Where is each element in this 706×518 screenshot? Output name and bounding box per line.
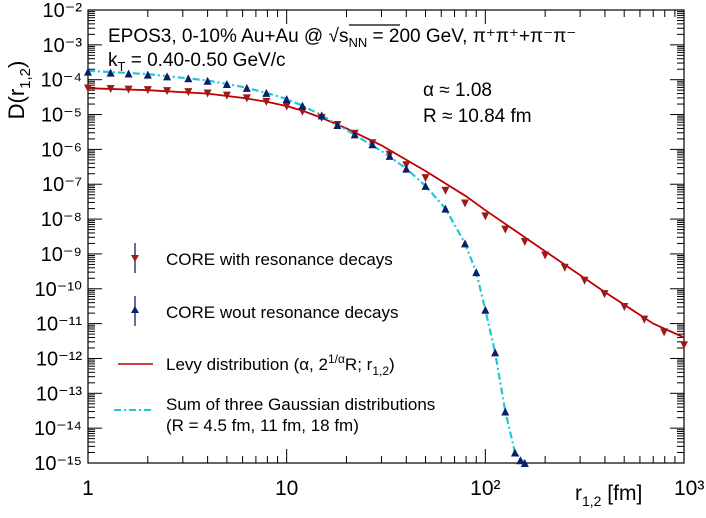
data-point-wout-decays bbox=[491, 348, 500, 357]
data-point-with-decays bbox=[298, 107, 307, 116]
data-point-wout-decays bbox=[472, 268, 481, 277]
data-point-wout-decays bbox=[184, 74, 193, 83]
y-tick-label: 10⁻⁴ bbox=[41, 70, 82, 92]
data-point-with-decays bbox=[262, 97, 271, 106]
plot-border bbox=[87, 9, 685, 464]
y-tick-label: 10⁻² bbox=[43, 0, 83, 22]
data-point-wout-decays bbox=[501, 407, 510, 416]
data-point-with-decays bbox=[560, 263, 569, 272]
data-point-with-decays bbox=[163, 87, 172, 96]
data-point-with-decays bbox=[184, 88, 193, 97]
svg-text:CORE wout resonance decays: CORE wout resonance decays bbox=[166, 303, 398, 322]
data-point-with-decays bbox=[84, 84, 92, 93]
data-point-wout-decays bbox=[282, 94, 291, 103]
data-point-with-decays bbox=[421, 174, 430, 183]
plot-frame bbox=[87, 9, 685, 464]
x-tick-label: 10³ bbox=[674, 477, 704, 500]
series-layer bbox=[84, 67, 688, 467]
data-point-wout-decays bbox=[317, 111, 326, 120]
fit-radius: R ≈ 10.84 fm bbox=[423, 106, 532, 127]
data-point-with-decays bbox=[541, 251, 550, 260]
data-point-wout-decays bbox=[510, 448, 519, 457]
legend-entry-wout-decays: CORE wout resonance decays bbox=[131, 296, 398, 326]
data-point-with-decays bbox=[441, 186, 450, 195]
data-point-with-decays bbox=[106, 85, 115, 94]
data-point-wout-decays bbox=[106, 68, 115, 77]
data-point-wout-decays bbox=[222, 80, 231, 89]
data-point-wout-decays bbox=[298, 101, 307, 110]
levy-fit-line bbox=[87, 87, 685, 339]
legend-entry-gaussian: Sum of three Gaussian distributions (R =… bbox=[114, 395, 435, 435]
data-point-wout-decays bbox=[520, 459, 529, 467]
legend-entry-with-decays: CORE with resonance decays bbox=[131, 243, 393, 273]
data-point-wout-decays bbox=[368, 140, 377, 149]
data-point-wout-decays bbox=[350, 130, 359, 139]
header-line-1: EPOS3, 0-10% Au+Au @ √sNN = 200 GeV, π⁺π… bbox=[108, 26, 576, 50]
data-point-wout-decays bbox=[402, 164, 411, 173]
y-tick-label: 10⁻⁹ bbox=[41, 244, 82, 266]
data-point-with-decays bbox=[460, 199, 469, 208]
data-point-with-decays bbox=[620, 302, 629, 311]
x-tick-label: 10² bbox=[470, 477, 500, 500]
data-point-wout-decays bbox=[143, 70, 152, 79]
x-tick-label: 1 bbox=[82, 477, 94, 500]
data-point-wout-decays bbox=[242, 83, 251, 92]
x-tick-label: 10 bbox=[275, 477, 298, 500]
data-point-with-decays bbox=[242, 94, 251, 103]
data-point-with-decays bbox=[580, 276, 589, 285]
data-point-with-decays bbox=[501, 225, 510, 234]
data-point-with-decays bbox=[600, 290, 609, 299]
y-tick-label: 10⁻¹⁵ bbox=[34, 453, 82, 475]
x-axis-title: r1,2 [fm] bbox=[575, 482, 642, 509]
data-point-wout-decays bbox=[481, 305, 490, 314]
data-point-with-decays bbox=[660, 328, 669, 337]
y-tick-label: 10⁻¹⁴ bbox=[34, 418, 82, 440]
data-point-wout-decays bbox=[163, 72, 172, 81]
fit-alpha: α ≈ 1.08 bbox=[423, 80, 492, 101]
svg-text:Sum of three Gaussian distribu: Sum of three Gaussian distributions bbox=[166, 395, 435, 414]
data-point-wout-decays bbox=[516, 456, 525, 465]
data-point-wout-decays bbox=[421, 181, 430, 190]
svg-text:CORE with resonance decays: CORE with resonance decays bbox=[166, 250, 393, 269]
data-point-with-decays bbox=[222, 91, 231, 100]
data-point-with-decays bbox=[640, 315, 649, 324]
y-axis-title: D(r1,2) bbox=[4, 61, 34, 120]
tick-labels: 1 10 10² 10³ 10⁻¹⁵ 10⁻¹⁴ 10⁻¹³ 10⁻¹² 10⁻¹¹ 10⁻¹⁰ 1… bbox=[34, 0, 704, 500]
y-tick-label: 10⁻¹³ bbox=[36, 383, 82, 405]
data-point-with-decays bbox=[481, 212, 490, 221]
data-point-wout-decays bbox=[203, 76, 212, 85]
data-point-wout-decays bbox=[124, 69, 133, 78]
data-point-wout-decays bbox=[84, 67, 92, 76]
data-point-wout-decays bbox=[333, 121, 342, 130]
data-point-wout-decays bbox=[441, 204, 450, 213]
y-tick-label: 10⁻¹² bbox=[36, 348, 82, 370]
legend-entry-levy: Levy distribution (α, 21/αR; r1,2) bbox=[118, 352, 395, 378]
y-tick-label: 10⁻⁸ bbox=[41, 209, 82, 231]
data-point-with-decays bbox=[520, 237, 529, 246]
data-point-wout-decays bbox=[385, 151, 394, 160]
y-tick-label: 10⁻¹⁰ bbox=[35, 279, 82, 301]
data-point-with-decays bbox=[203, 89, 212, 98]
data-point-with-decays bbox=[143, 86, 152, 95]
y-tick-label: 10⁻⁶ bbox=[41, 139, 82, 161]
data-point-with-decays bbox=[282, 102, 291, 111]
data-point-with-decays bbox=[680, 341, 688, 350]
svg-text:(R = 4.5 fm, 11 fm, 18 fm): (R = 4.5 fm, 11 fm, 18 fm) bbox=[166, 416, 359, 435]
y-tick-label: 10⁻³ bbox=[43, 35, 83, 57]
data-point-with-decays bbox=[124, 85, 133, 94]
gaussian-sum-line bbox=[87, 69, 526, 464]
data-point-wout-decays bbox=[262, 88, 271, 97]
y-tick-label: 10⁻⁵ bbox=[41, 105, 82, 127]
data-point-wout-decays bbox=[460, 239, 469, 248]
y-tick-label: 10⁻¹¹ bbox=[36, 314, 82, 336]
legend: CORE with resonance decays CORE wout res… bbox=[114, 243, 435, 435]
y-tick-label: 10⁻⁷ bbox=[42, 174, 82, 196]
header-line-2: kT = 0.40-0.50 GeV/c bbox=[108, 50, 285, 74]
svg-text:Levy distribution (α, 21/αR; r: Levy distribution (α, 21/αR; r1,2) bbox=[166, 352, 395, 378]
